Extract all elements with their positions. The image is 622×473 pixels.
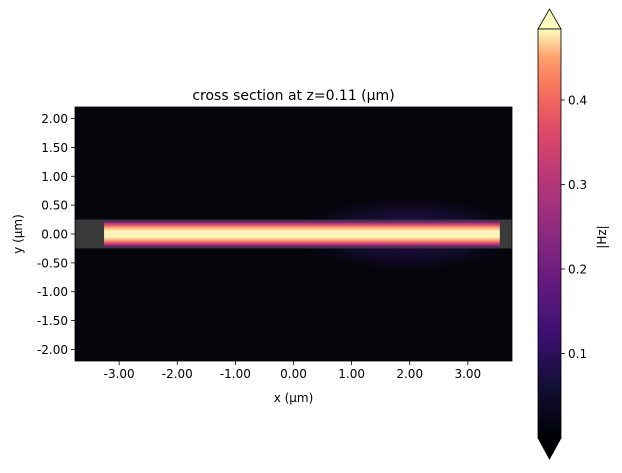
x-tick-label: -3.00: [104, 367, 135, 381]
waveguide-mode: [104, 221, 500, 247]
heatmap-image: [75, 107, 512, 361]
x-tick-label: -2.00: [162, 367, 193, 381]
x-tick-label: 3.00: [454, 367, 481, 381]
colorbar-tick-label: 0.3: [568, 178, 587, 192]
colorbar-label: |Hz|: [595, 225, 609, 248]
y-tick-label: 2.00: [41, 112, 68, 126]
x-tick-label: 1.00: [338, 367, 365, 381]
x-tick-label: -1.00: [220, 367, 251, 381]
colorbar: 0.1 0.2 0.3 0.4 |Hz|: [537, 8, 609, 460]
y-tick-label: -1.00: [37, 285, 68, 299]
x-tick-label: 0.00: [280, 367, 307, 381]
x-tick-label: 2.00: [396, 367, 423, 381]
chart-title: cross section at z=0.11 (µm): [192, 88, 394, 104]
y-tick-label: -2.00: [37, 343, 68, 357]
colorbar-extend-max: [537, 8, 562, 30]
y-tick-label: 0.00: [41, 228, 68, 242]
y-tick-label: 1.50: [41, 141, 68, 155]
colorbar-tick-label: 0.1: [568, 347, 587, 361]
colorbar-extend-min: [537, 437, 562, 460]
colorbar-tick-label: 0.4: [568, 93, 587, 107]
x-axis-label: x (µm): [274, 391, 314, 405]
y-tick-label: -0.50: [37, 256, 68, 270]
y-tick-label: 1.00: [41, 170, 68, 184]
y-tick-label: -1.50: [37, 314, 68, 328]
colorbar-tick-label: 0.2: [568, 262, 587, 276]
plot-axes: -3.00 -2.00 -1.00 0.00 1.00 2.00 3.00 2.00 1.50 1…: [11, 88, 513, 405]
y-tick-label: 0.50: [41, 199, 68, 213]
y-axis-label: y (µm): [11, 214, 25, 254]
colorbar-gradient: [537, 28, 562, 439]
